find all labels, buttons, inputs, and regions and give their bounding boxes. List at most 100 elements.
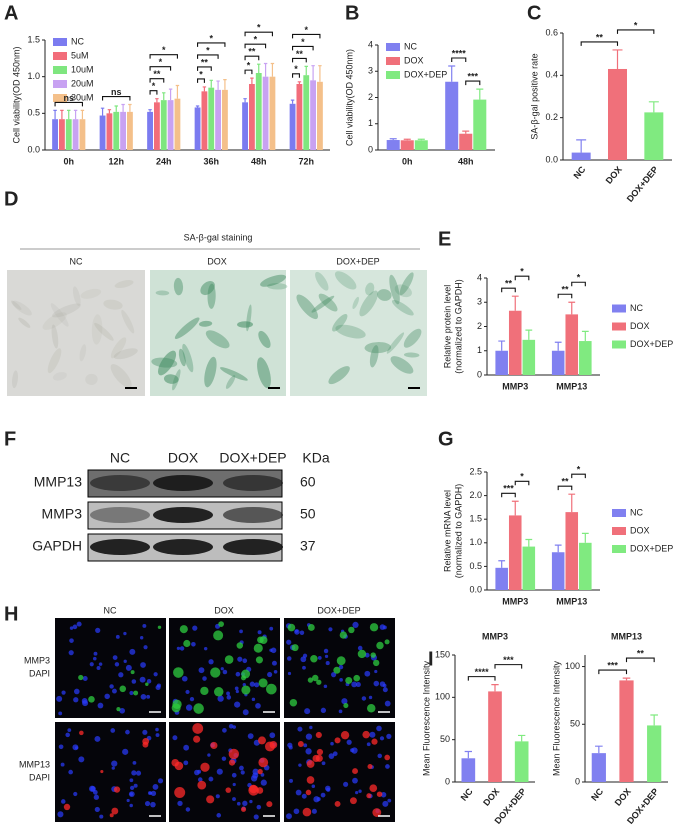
- legend-label: DOX: [404, 55, 424, 65]
- nucleus: [328, 753, 335, 759]
- signal: [369, 784, 378, 793]
- nucleus: [355, 682, 361, 688]
- significance-bracket: [197, 66, 212, 71]
- significance-bracket: [102, 95, 131, 101]
- significance-label: **: [561, 477, 569, 487]
- x-tick-label: 48h: [458, 156, 474, 166]
- significance-bracket: [244, 31, 273, 37]
- y-tick-label: 1.0: [27, 71, 40, 81]
- significance-label: *: [199, 69, 203, 79]
- significance-label: *: [634, 20, 638, 30]
- cell: [182, 343, 194, 373]
- nucleus: [216, 768, 223, 775]
- signal: [259, 636, 268, 644]
- nucleus: [382, 687, 388, 693]
- cell: [110, 364, 132, 388]
- cell: [260, 274, 287, 287]
- panel-letter: C: [527, 2, 541, 24]
- nucleus: [216, 813, 222, 818]
- nucleus: [104, 693, 110, 700]
- nucleus: [111, 766, 115, 770]
- nucleus: [133, 783, 138, 788]
- nucleus: [234, 686, 239, 691]
- significance-label: ns: [63, 93, 74, 103]
- bar: [579, 341, 592, 375]
- cell: [318, 293, 338, 312]
- significance-label: *: [162, 45, 166, 55]
- nucleus: [157, 778, 164, 784]
- cell: [50, 303, 69, 327]
- signal: [240, 806, 247, 812]
- error-bar: [576, 139, 587, 153]
- nucleus: [129, 785, 135, 791]
- nucleus: [142, 729, 148, 735]
- nucleus: [287, 671, 292, 676]
- significance-bracket: [149, 66, 172, 71]
- nucleus: [338, 664, 344, 670]
- error-bar: [304, 65, 308, 76]
- nucleus: [82, 700, 89, 707]
- nucleus: [237, 656, 243, 662]
- bar: [522, 339, 536, 375]
- nucleus: [311, 808, 317, 814]
- signal: [248, 785, 259, 796]
- legend-swatch: [612, 304, 626, 313]
- bar: [215, 89, 222, 150]
- cell: [113, 348, 138, 360]
- nucleus: [98, 662, 103, 666]
- cell: [391, 299, 414, 316]
- nucleus: [320, 707, 327, 713]
- significance-label: **: [153, 69, 161, 79]
- y-tick-label: 0.5: [27, 108, 40, 118]
- cell: [91, 314, 103, 345]
- nucleus: [286, 656, 292, 661]
- chart-title: MMP3: [482, 631, 508, 641]
- nucleus: [198, 667, 205, 674]
- cell: [267, 283, 288, 290]
- signal: [305, 789, 312, 796]
- legend-swatch: [53, 66, 67, 74]
- signal: [339, 631, 348, 639]
- significance-bracket: [292, 45, 314, 51]
- error-bar: [525, 329, 533, 340]
- nucleus: [299, 630, 305, 636]
- panel-letter: I: [428, 648, 434, 670]
- nucleus: [256, 804, 262, 810]
- bar: [514, 741, 529, 782]
- bar: [269, 76, 276, 150]
- significance-label: ***: [503, 655, 514, 665]
- kda-label: 50: [300, 506, 316, 522]
- legend-swatch: [386, 71, 400, 79]
- cell: [163, 374, 179, 384]
- signal: [316, 679, 322, 685]
- nucleus: [364, 670, 371, 677]
- nucleus: [380, 791, 387, 798]
- y-tick-label: 0: [445, 776, 450, 786]
- signal: [258, 757, 269, 768]
- signal: [333, 666, 341, 674]
- nucleus: [339, 678, 343, 682]
- legend-label: NC: [630, 303, 643, 313]
- signal: [157, 625, 162, 630]
- nucleus: [172, 735, 178, 741]
- nucleus: [379, 736, 385, 741]
- cell: [389, 274, 400, 305]
- cell: [51, 324, 59, 349]
- y-tick-label: 0.5: [469, 561, 482, 571]
- nucleus: [136, 770, 142, 776]
- y-tick-label: 1: [477, 345, 482, 355]
- bar: [551, 552, 565, 590]
- nucleus: [114, 662, 120, 667]
- significance-label: **: [596, 32, 604, 42]
- bar: [459, 133, 473, 150]
- error-bar: [403, 138, 411, 141]
- signal: [116, 707, 121, 712]
- nucleus: [93, 794, 100, 800]
- nucleus: [250, 775, 258, 782]
- x-tick-label: NC: [459, 786, 475, 803]
- nucleus: [257, 630, 262, 635]
- cell: [79, 344, 87, 362]
- legend-swatch: [53, 52, 67, 60]
- nucleus: [269, 626, 274, 631]
- nucleus: [68, 769, 73, 775]
